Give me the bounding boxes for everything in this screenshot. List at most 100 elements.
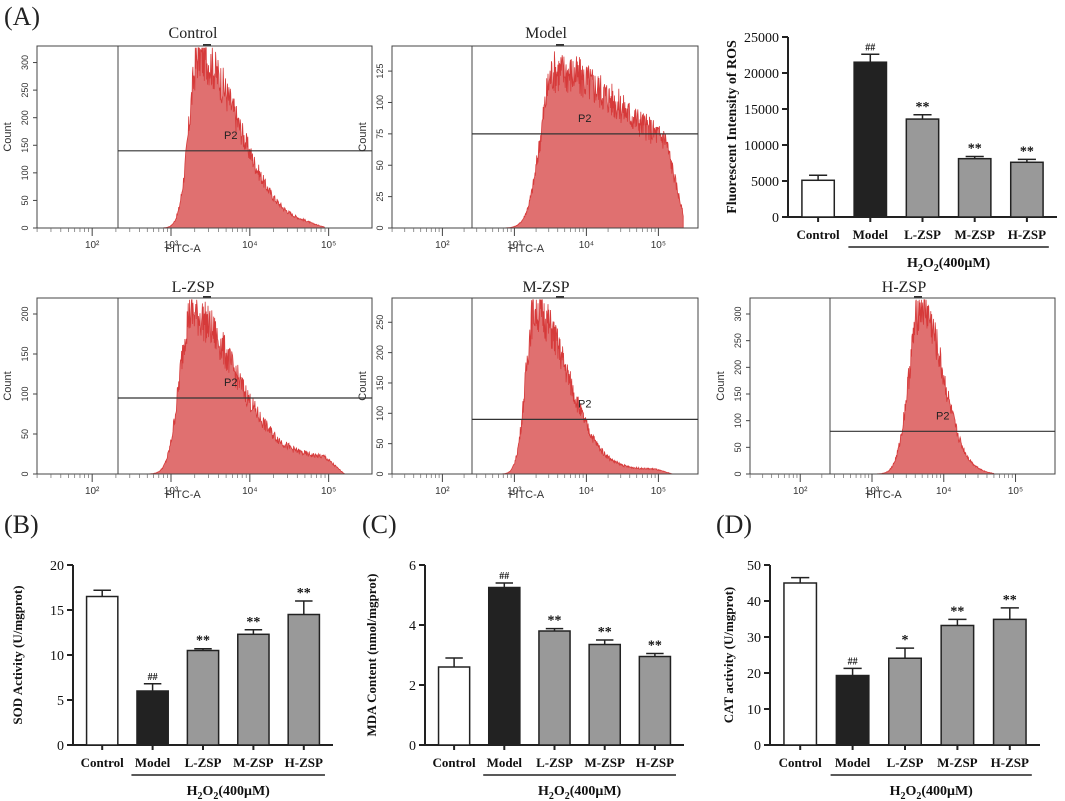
bar <box>888 657 922 746</box>
y-tick-label: 50 <box>375 160 385 170</box>
x-tick-label: 10⁴ <box>936 486 951 497</box>
significance-label: ** <box>548 614 562 629</box>
panel-label-d: (D) <box>716 510 753 539</box>
treatment-label: H2O2(400μM) <box>187 784 271 801</box>
y-tick-label: 100 <box>375 95 385 110</box>
x-tick-label: 10³ <box>507 486 522 497</box>
y-tick-label: 40 <box>747 595 761 610</box>
bar <box>783 582 818 746</box>
plot-frame <box>36 45 373 229</box>
x-tick-label: 10² <box>793 486 808 497</box>
bar <box>487 586 521 746</box>
significance-label: ** <box>196 634 210 649</box>
y-tick-label: 100 <box>20 386 30 401</box>
plot-frame <box>36 297 373 475</box>
treatment-label: H2O2(400μM) <box>538 784 622 801</box>
y-tick-label: 25 <box>375 192 385 202</box>
mda-bar-chart: 0 2 4 6 MDA Content (nmol/mgprot) Control ## Mo… <box>364 559 684 801</box>
significance-label: ## <box>148 672 158 683</box>
histogram-title: M-ZSP <box>522 279 569 296</box>
significance-label: ** <box>648 639 662 654</box>
y-tick-label: 100 <box>20 165 30 180</box>
x-tick-label: 10³ <box>865 486 880 497</box>
histogram-area <box>499 299 673 475</box>
treatment-label: H2O2(400μM) <box>890 784 974 801</box>
x-tick-label: 10⁴ <box>579 240 594 251</box>
x-axis-label: FITC-A <box>509 489 545 501</box>
bar <box>136 690 169 746</box>
bar <box>588 643 622 746</box>
bar <box>85 595 119 746</box>
y-tick-label: 125 <box>375 64 385 79</box>
y-tick-label: 50 <box>20 429 30 439</box>
x-tick-label: 10³ <box>507 240 522 251</box>
x-tick-label: Model <box>835 755 871 770</box>
y-tick-label: 250 <box>375 315 385 330</box>
bar <box>905 118 940 218</box>
x-axis-label: FITC-A <box>165 489 201 501</box>
gate-label: P2 <box>578 113 591 125</box>
y-tick-label: 10000 <box>744 139 779 154</box>
y-tick-label: 20 <box>747 667 761 682</box>
y-tick-label: 0 <box>772 211 779 226</box>
x-tick-label: L-ZSP <box>536 755 573 770</box>
x-tick-label: Control <box>779 755 822 770</box>
y-tick-label: 300 <box>733 306 743 321</box>
significance-label: ** <box>950 604 964 619</box>
x-tick-label: Model <box>135 755 171 770</box>
gate-label: P2 <box>936 410 949 422</box>
y-axis-label: MDA Content (nmol/mgprot) <box>364 574 379 737</box>
significance-label: ## <box>865 42 875 53</box>
y-tick-label: 20000 <box>744 67 779 82</box>
panel-label-a: (A) <box>4 2 41 31</box>
x-tick-label: M-ZSP <box>233 755 274 770</box>
y-tick-label: 150 <box>733 386 743 401</box>
bar <box>957 157 992 218</box>
significance-label: ** <box>246 615 260 630</box>
histogram-area <box>146 299 345 475</box>
y-tick-label: 0 <box>20 225 30 230</box>
x-tick-label: 10³ <box>164 486 179 497</box>
y-axis-label: Count <box>2 122 14 151</box>
y-tick-label: 200 <box>20 306 30 321</box>
histogram-title: L-ZSP <box>172 279 215 296</box>
y-tick-label: 0 <box>57 739 64 754</box>
x-axis-label: FITC-A <box>509 243 545 255</box>
y-tick-label: 0 <box>375 471 385 476</box>
gate-label: P2 <box>224 377 237 389</box>
y-tick-label: 15 <box>50 604 64 619</box>
x-tick-label: Control <box>81 755 124 770</box>
x-tick-label: L-ZSP <box>887 755 924 770</box>
histogram-title: Control <box>169 25 218 42</box>
bar <box>853 61 888 218</box>
histogram-area <box>874 299 995 475</box>
x-tick-label: 10² <box>435 240 450 251</box>
y-tick-label: 150 <box>20 138 30 153</box>
x-axis-label: FITC-A <box>866 489 902 501</box>
y-tick-label: 200 <box>375 345 385 360</box>
bar <box>287 613 321 746</box>
histogram-area <box>160 47 325 229</box>
x-tick-label: H-ZSP <box>1008 227 1046 242</box>
significance-label: ** <box>1020 144 1034 159</box>
x-tick-label: Model <box>487 755 523 770</box>
y-tick-label: 50 <box>733 442 743 452</box>
y-tick-label: 200 <box>733 360 743 375</box>
x-tick-label: H-ZSP <box>991 755 1029 770</box>
y-axis-label: Fluorescent Intensity of ROS <box>725 40 740 214</box>
y-tick-label: 250 <box>20 83 30 98</box>
bar <box>638 655 672 746</box>
flow-mzsp-histogram: M-ZSP P2 0 50 100 150 200 250 Count 10² 10³ 10⁴ 10⁵ F… <box>357 279 699 501</box>
x-tick-label: Model <box>853 227 889 242</box>
significance-label: ** <box>297 586 311 601</box>
significance-label: ** <box>916 100 930 115</box>
x-tick-label: H-ZSP <box>285 755 323 770</box>
x-tick-label: 10⁴ <box>579 486 594 497</box>
bar <box>801 179 836 218</box>
y-tick-label: 0 <box>20 471 30 476</box>
y-tick-label: 300 <box>20 55 30 70</box>
y-axis-label: Count <box>357 371 369 400</box>
x-tick-label: 10⁵ <box>1008 486 1023 497</box>
y-tick-label: 2 <box>409 679 416 694</box>
y-tick-label: 0 <box>733 471 743 476</box>
